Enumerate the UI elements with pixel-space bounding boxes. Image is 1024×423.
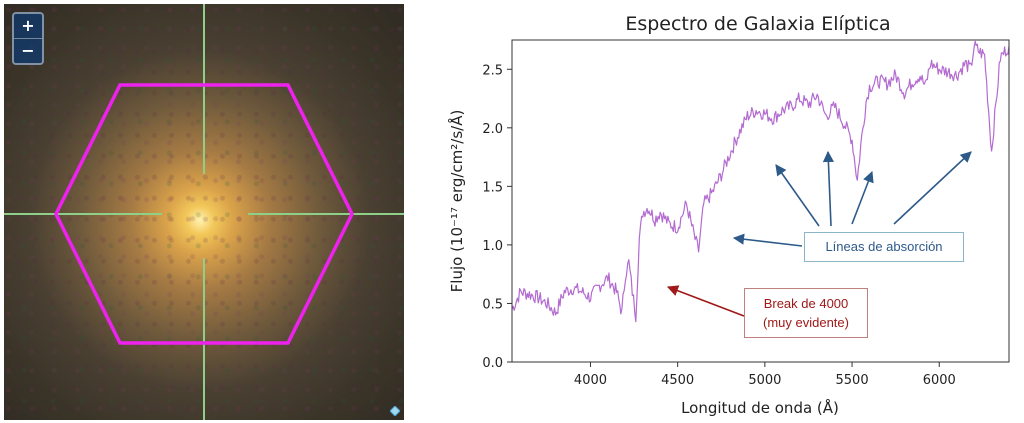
y-tick-label: 0.5	[482, 297, 503, 312]
x-tick-label: 4500	[661, 373, 694, 388]
chart-svg: Espectro de Galaxia Elíptica 4000 4500 500…	[447, 13, 1010, 417]
arrow-absorption-5	[732, 233, 803, 247]
x-tick-label: 4000	[574, 373, 607, 388]
arrow-absorption-2	[822, 150, 835, 227]
zoom-control: + −	[12, 12, 44, 65]
crosshair	[4, 4, 404, 420]
galaxy-image-viewer[interactable]: + −	[4, 4, 404, 420]
arrow-break	[666, 285, 745, 317]
break-4000-line2: (muy evidente)	[763, 315, 849, 330]
diamond-icon[interactable]	[390, 406, 400, 416]
arrow-absorption-3	[851, 170, 874, 225]
x-tick-label: 6000	[923, 373, 956, 388]
break-4000-label: Break de 4000 (muy evidente)	[744, 288, 868, 338]
break-4000-line1: Break de 4000	[763, 296, 849, 311]
arrow-absorption-4	[893, 151, 972, 225]
y-axis-label: Flujo (10⁻¹⁷ erg/cm²/s/Å)	[447, 110, 466, 293]
y-tick-label: 1.0	[482, 239, 503, 254]
arrow-absorption-1	[775, 164, 820, 227]
y-tick-label: 2.5	[482, 63, 503, 78]
absorption-arrows	[732, 150, 972, 247]
y-tick-label: 2.0	[482, 122, 503, 137]
absorption-lines-text: Líneas de absorción	[825, 239, 943, 254]
hexagon-aperture	[54, 83, 354, 345]
absorption-lines-label: Líneas de absorción	[804, 232, 964, 262]
zoom-in-button[interactable]: +	[21, 16, 35, 35]
plot-frame	[511, 39, 1010, 363]
chart-title: Espectro de Galaxia Elíptica	[625, 13, 890, 35]
x-tick-label: 5500	[836, 373, 869, 388]
x-tick-label: 5000	[748, 373, 781, 388]
spectrum-chart: Espectro de Galaxia Elíptica 4000 4500 500…	[434, 0, 1024, 423]
spectrum-line	[511, 40, 1010, 323]
x-axis-label: Longitud de onda (Å)	[681, 398, 839, 417]
y-tick-label: 0.0	[482, 356, 503, 371]
y-tick-label: 1.5	[482, 180, 503, 195]
image-overlay	[4, 4, 404, 420]
zoom-out-button[interactable]: −	[14, 38, 42, 63]
